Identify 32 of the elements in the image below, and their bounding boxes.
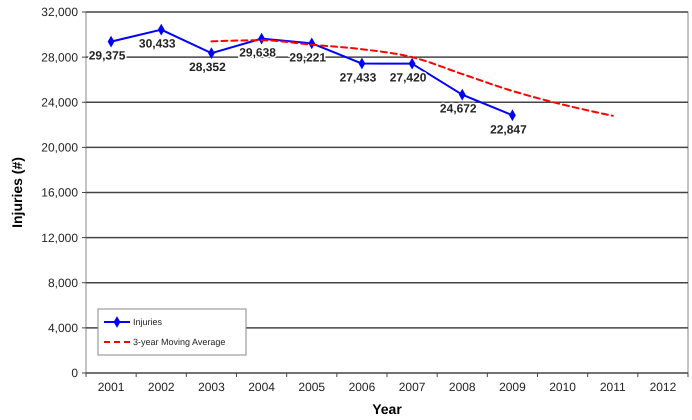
data-label: 22,847 (490, 122, 528, 136)
x-axis-title: Year (372, 401, 402, 417)
data-label: 27,420 (390, 70, 427, 85)
y-tick-label: 4,000 (48, 321, 78, 336)
data-label: 24,672 (440, 102, 477, 116)
x-tick-label: 2011 (600, 380, 626, 394)
y-tick-label: 20,000 (41, 140, 78, 155)
x-tick-label: 2004 (248, 380, 276, 394)
data-label: 27,433 (340, 70, 377, 85)
x-tick-label: 2005 (298, 380, 326, 394)
y-tick-label: 28,000 (41, 50, 78, 64)
y-tick-label: 24,000 (41, 95, 78, 110)
y-tick-label: 32,000 (41, 5, 78, 20)
y-tick-label: 16,000 (41, 186, 78, 200)
legend-label: Injuries (133, 317, 163, 328)
y-tick-label: 0 (71, 366, 78, 380)
y-tick-label: 8,000 (48, 276, 78, 290)
y-axis-title: Injuries (#) (9, 157, 25, 228)
data-label: 30,433 (138, 36, 176, 51)
data-label: 29,638 (239, 46, 276, 60)
x-tick-label: 2007 (398, 380, 426, 394)
x-tick-label: 2010 (549, 380, 576, 394)
y-tick-label: 12,000 (41, 230, 78, 245)
x-tick-label: 2012 (650, 380, 677, 394)
legend-label: 3-year Moving Average (133, 337, 226, 348)
x-tick-label: 2003 (198, 380, 226, 394)
x-tick-label: 2006 (348, 380, 376, 394)
x-tick-label: 2008 (448, 380, 476, 394)
data-label: 28,352 (189, 60, 226, 74)
x-tick-label: 2001 (98, 380, 125, 394)
x-tick-label: 2009 (499, 380, 526, 394)
x-tick-label: 2002 (148, 380, 175, 394)
